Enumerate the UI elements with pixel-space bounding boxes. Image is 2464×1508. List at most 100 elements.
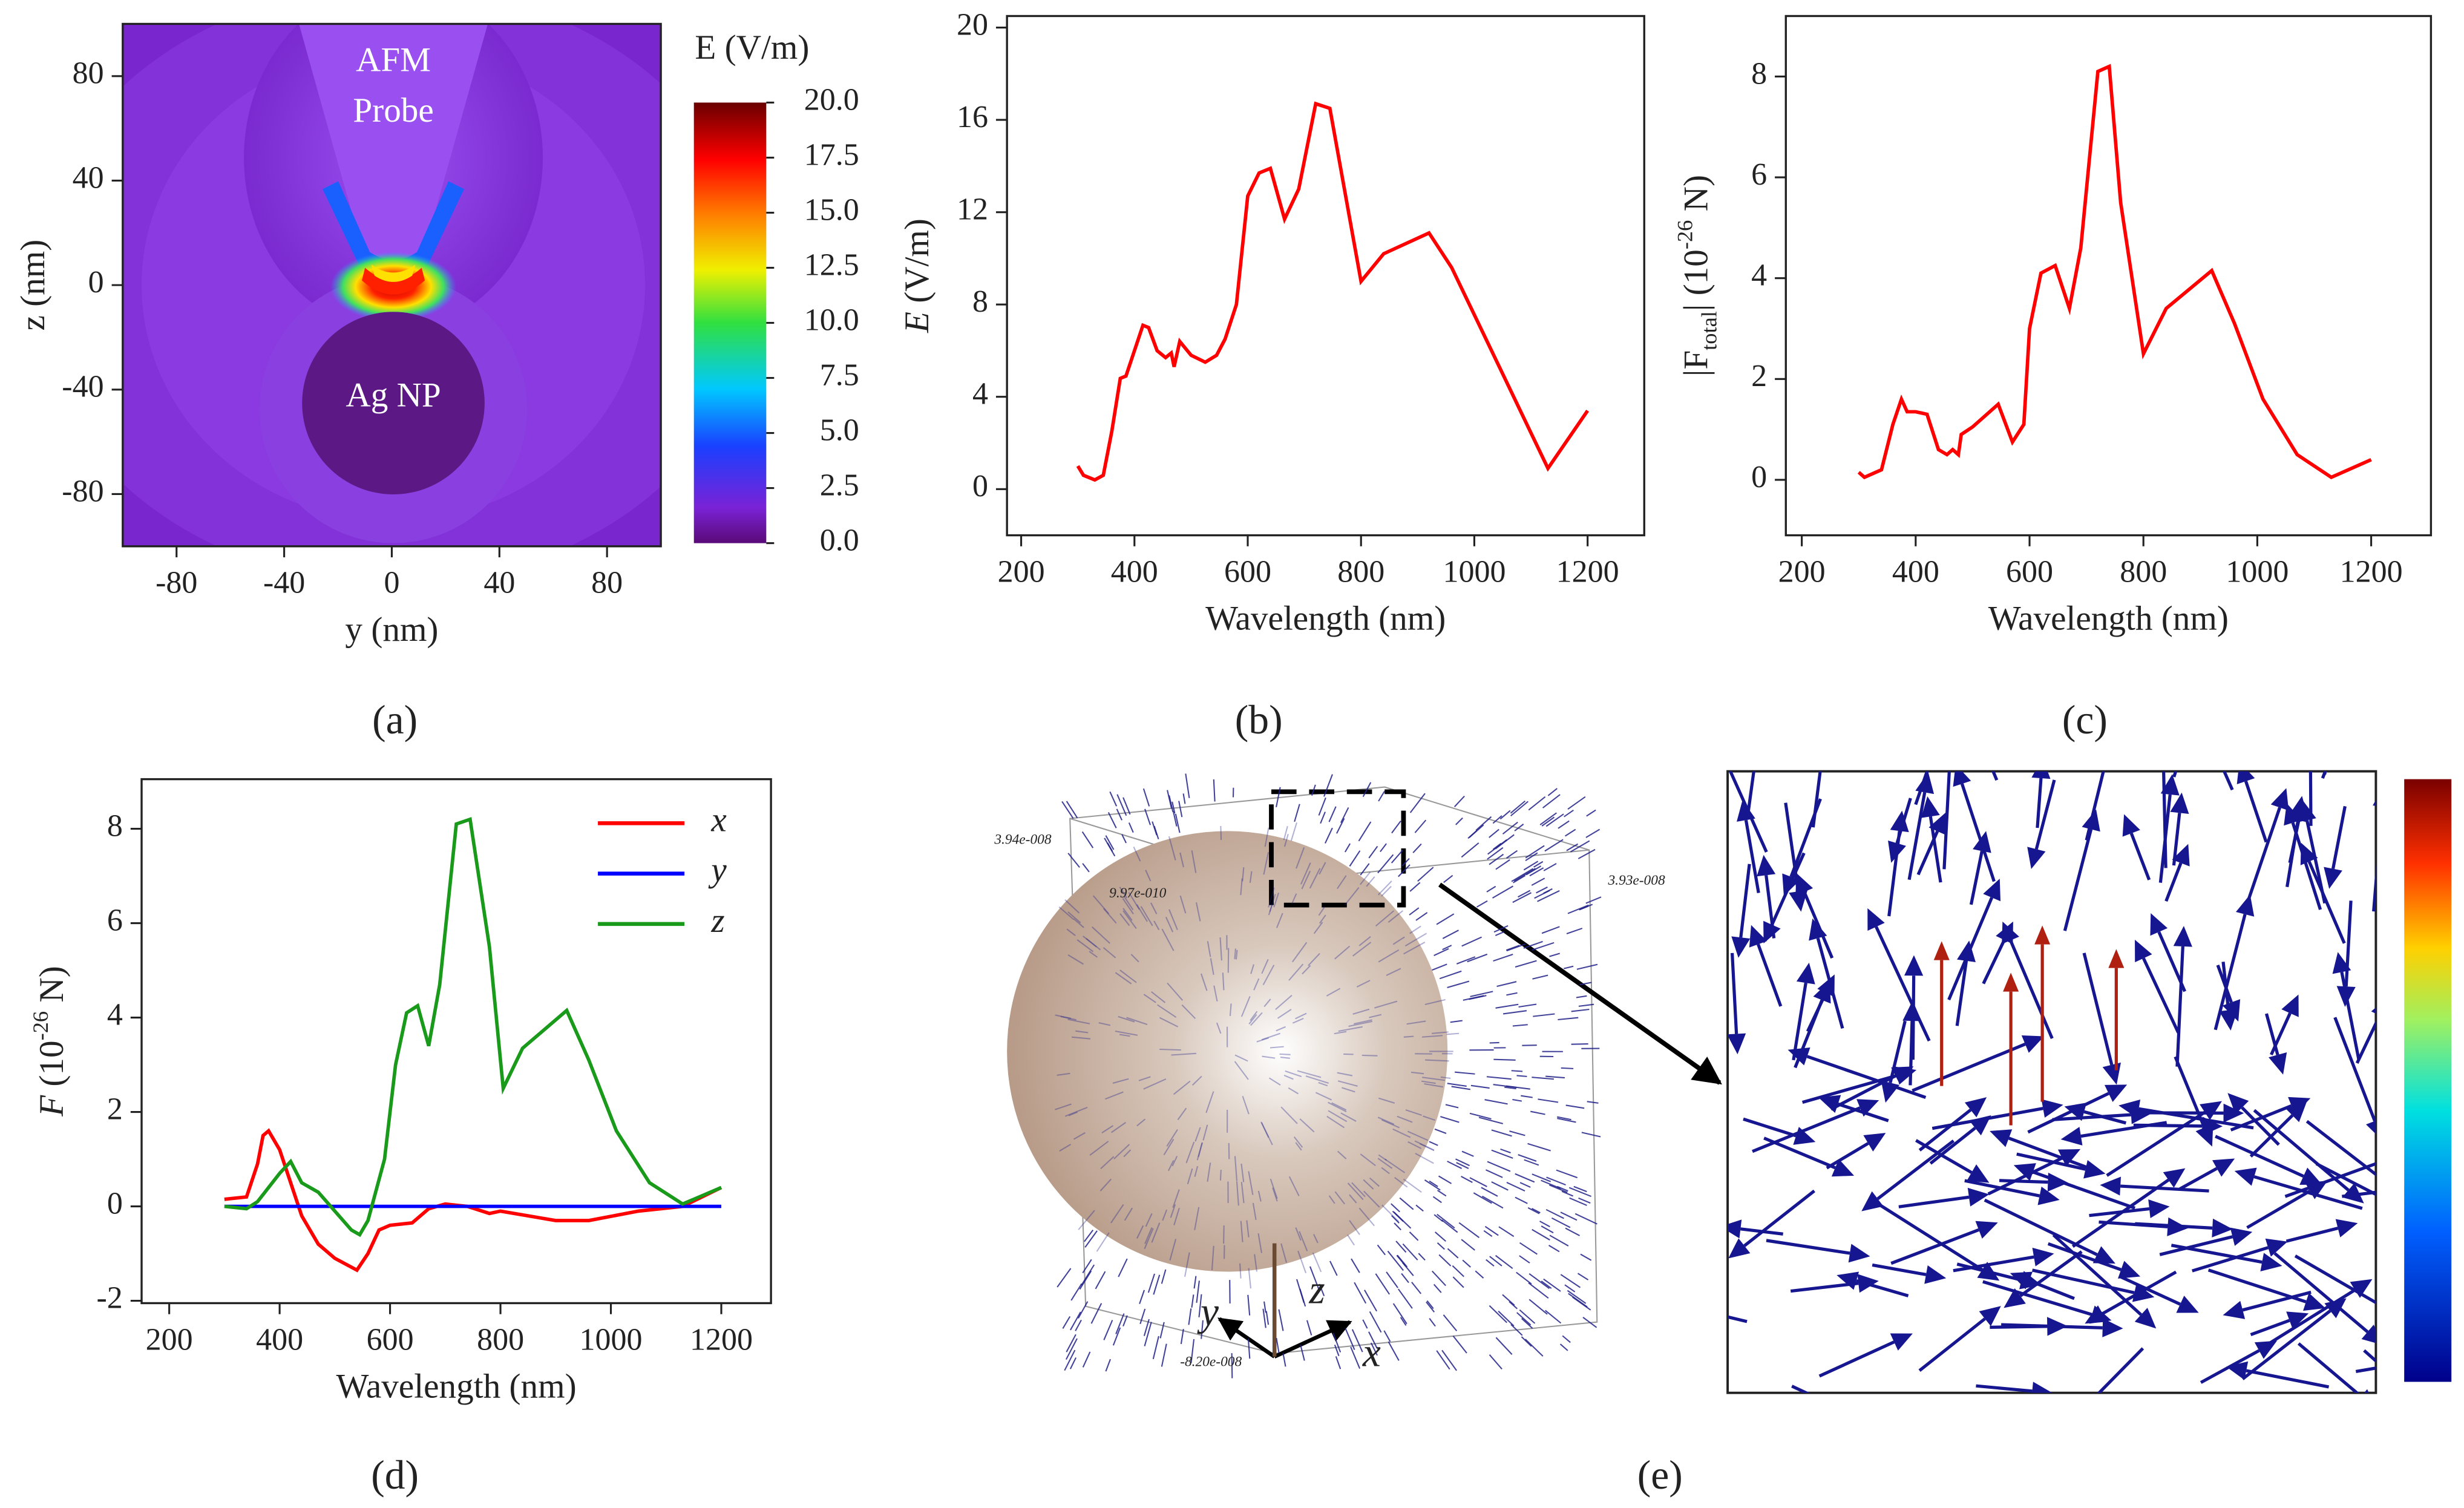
vector-arrow: [2164, 862, 2183, 902]
vector-arrow: [1401, 857, 1410, 867]
x-tick-label: -40: [263, 566, 305, 600]
vector-arrow: [1171, 801, 1176, 814]
arrow-head: [1881, 1080, 1900, 1103]
vector-arrow: [1486, 1259, 1495, 1267]
vector-arrow: [1201, 1320, 1204, 1339]
vector-arrow: [1531, 877, 1545, 886]
field-map: [122, 24, 661, 546]
vector-arrow: [1113, 1144, 1130, 1159]
vector-arrow: [1370, 1342, 1378, 1356]
vector-arrow: [1296, 847, 1305, 869]
vector-arrow: [1273, 893, 1280, 908]
vector-arrow: [1179, 895, 1187, 914]
arrow-head: [2032, 1247, 2054, 1267]
vector-arrow: [1415, 1153, 1434, 1164]
vector-arrow: [1283, 826, 1288, 841]
vector-arrow: [1447, 1083, 1467, 1087]
vector-arrow: [2172, 813, 2181, 866]
vector-arrow: [1354, 1019, 1372, 1025]
vector-arrow: [1360, 1153, 1376, 1166]
vector-arrow: [1564, 965, 1574, 969]
annotation: y: [1197, 1289, 1219, 1334]
vector-arrow: [1318, 1082, 1328, 1087]
vector-arrow: [1405, 1109, 1422, 1116]
arrow-head: [1728, 1033, 1746, 1055]
y-axis-label: z (nm): [14, 240, 52, 331]
vector-arrow: [1268, 1077, 1281, 1086]
vector-arrow: [1574, 1213, 1597, 1225]
arrow-head: [2335, 1219, 2358, 1238]
vector-arrow: [1391, 850, 1403, 864]
vector-arrow: [1194, 1207, 1200, 1230]
arrow-head: [1967, 1187, 1990, 1207]
vector-arrow: [1538, 1098, 1559, 1103]
arrow-head: [2173, 926, 2192, 947]
vector-arrow: [1990, 1325, 2048, 1329]
vector-arrow: [2099, 1220, 2168, 1228]
vector-arrow: [1875, 926, 1931, 1042]
vector-arrow: [1566, 928, 1583, 934]
vector-arrow: [1270, 1046, 1284, 1049]
arrow-head: [2118, 1099, 2141, 1118]
vector-arrow: [1161, 1269, 1167, 1284]
vector-arrow: [1528, 796, 1546, 811]
vector-arrow: [1261, 1122, 1273, 1146]
vector-arrow: [1147, 1273, 1155, 1293]
vector-arrow: [1568, 1187, 1591, 1198]
arrow-head: [1757, 854, 1776, 877]
vector-arrow: [1280, 1057, 1290, 1059]
arrow-head: [2172, 844, 2190, 867]
vector-arrow: [1185, 1141, 1195, 1164]
vector-arrow: [1057, 1072, 1070, 1076]
vector-arrow: [1818, 1340, 1895, 1378]
vector-arrow: [1402, 1262, 1414, 1276]
vector-arrow: [1196, 1280, 1200, 1303]
vector-arrow: [1337, 1072, 1353, 1077]
vector-arrow: [1344, 887, 1360, 905]
vector-arrow: [1171, 1156, 1178, 1167]
arrow-head: [2047, 1172, 2069, 1192]
legend-label: z: [710, 902, 724, 940]
vector-arrow: [1469, 1112, 1492, 1120]
vector-arrow: [2085, 771, 2105, 841]
label-part: (V/m): [898, 218, 936, 312]
vector-arrow: [2261, 1288, 2356, 1349]
vector-arrow: [1566, 843, 1579, 851]
vector-arrow: [1299, 1118, 1315, 1133]
vector-arrow: [1057, 1268, 1072, 1288]
vector-arrow: [1407, 1141, 1422, 1149]
vector-arrow: [1545, 1075, 1565, 1079]
vector-arrow: [1397, 1288, 1413, 1309]
vector-arrow: [1318, 797, 1326, 816]
vector-arrow: [1351, 1329, 1363, 1352]
vector-arrow: [1438, 1254, 1452, 1267]
vector-arrow: [1166, 1129, 1178, 1147]
arrow-head: [2212, 1158, 2235, 1177]
label-part: F: [33, 1095, 71, 1117]
vector-arrow: [1112, 1327, 1121, 1346]
vector-arrow: [1138, 1076, 1151, 1081]
arrow-head: [1815, 723, 1833, 744]
vector-arrow: [1510, 1323, 1523, 1336]
vector-arrow: [1414, 1140, 1435, 1151]
vector-arrow: [1378, 1097, 1395, 1104]
vector-arrow: [1532, 974, 1548, 980]
x-tick-label: 1000: [580, 1322, 643, 1357]
vector-arrow: [1150, 902, 1158, 914]
vector-arrow: [1136, 904, 1148, 922]
vector-arrow: [1234, 1061, 1249, 1080]
vector-arrow: [1130, 954, 1139, 963]
vector-arrow: [1548, 1184, 1568, 1193]
vector-arrow: [1514, 824, 1524, 831]
vector-arrow: [1358, 1207, 1375, 1227]
vector-arrow: [1249, 871, 1253, 883]
vector-arrow: [1394, 1177, 1408, 1188]
vector-arrow: [1399, 1197, 1414, 1210]
y-axis-label: |Ftotal| (10-26 N): [1673, 175, 1722, 376]
vector-arrow: [1581, 1132, 1601, 1138]
vector-arrow: [1145, 870, 1152, 882]
vector-arrow: [1121, 834, 1127, 844]
vector-arrow: [1570, 840, 1590, 853]
vector-arrow: [1491, 1149, 1513, 1159]
y-tick-label: 20: [957, 7, 988, 42]
